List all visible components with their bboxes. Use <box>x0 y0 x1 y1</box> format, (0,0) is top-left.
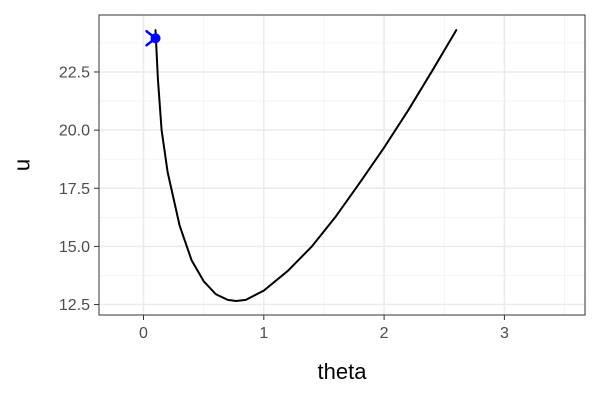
arrow-head <box>145 30 157 47</box>
axis-ticks <box>94 71 505 320</box>
y-tick-label: 15.0 <box>59 239 90 256</box>
annotation-layer <box>145 30 161 47</box>
y-tick-label: 12.5 <box>59 297 90 314</box>
x-tick-label: 2 <box>380 325 389 342</box>
grid-major <box>99 15 585 315</box>
series-layer <box>154 29 458 302</box>
x-tick-label: 0 <box>139 325 148 342</box>
panel-border <box>98 14 586 316</box>
x-axis-title: theta <box>318 359 368 384</box>
y-tick-label: 20.0 <box>59 123 90 140</box>
x-tick-label: 1 <box>259 325 268 342</box>
series-line <box>154 29 458 302</box>
plot-panel <box>98 14 586 316</box>
y-tick-label: 17.5 <box>59 181 90 198</box>
y-axis-title: u <box>10 159 35 171</box>
tick-labels: 0 1 2 3 12.5 15.0 17.5 20.0 22.5 <box>59 64 509 342</box>
x-tick-label: 3 <box>500 325 509 342</box>
y-tick-label: 22.5 <box>59 64 90 81</box>
